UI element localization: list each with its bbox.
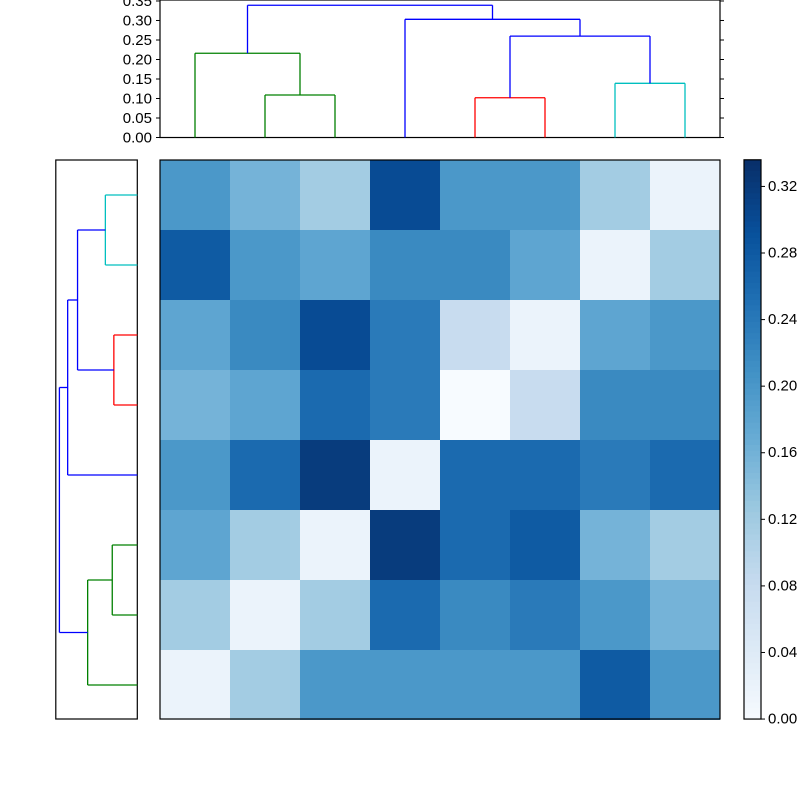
svg-text:0.28: 0.28 xyxy=(768,245,797,262)
svg-text:0.20: 0.20 xyxy=(123,51,152,68)
svg-text:0.12: 0.12 xyxy=(768,511,797,528)
svg-text:0.05: 0.05 xyxy=(123,110,152,127)
svg-text:0.00: 0.00 xyxy=(768,711,797,728)
svg-text:0.32: 0.32 xyxy=(768,178,797,195)
svg-text:0.16: 0.16 xyxy=(768,444,797,461)
svg-text:0.15: 0.15 xyxy=(123,71,152,88)
svg-text:0.24: 0.24 xyxy=(768,311,797,328)
svg-text:0.25: 0.25 xyxy=(123,32,152,49)
svg-text:0.04: 0.04 xyxy=(768,644,797,661)
svg-text:0.35: 0.35 xyxy=(123,0,152,10)
svg-text:0.20: 0.20 xyxy=(768,378,797,395)
svg-text:0.10: 0.10 xyxy=(123,91,152,108)
svg-text:0.00: 0.00 xyxy=(123,130,152,147)
svg-text:0.08: 0.08 xyxy=(768,577,797,594)
svg-text:0.30: 0.30 xyxy=(123,12,152,29)
